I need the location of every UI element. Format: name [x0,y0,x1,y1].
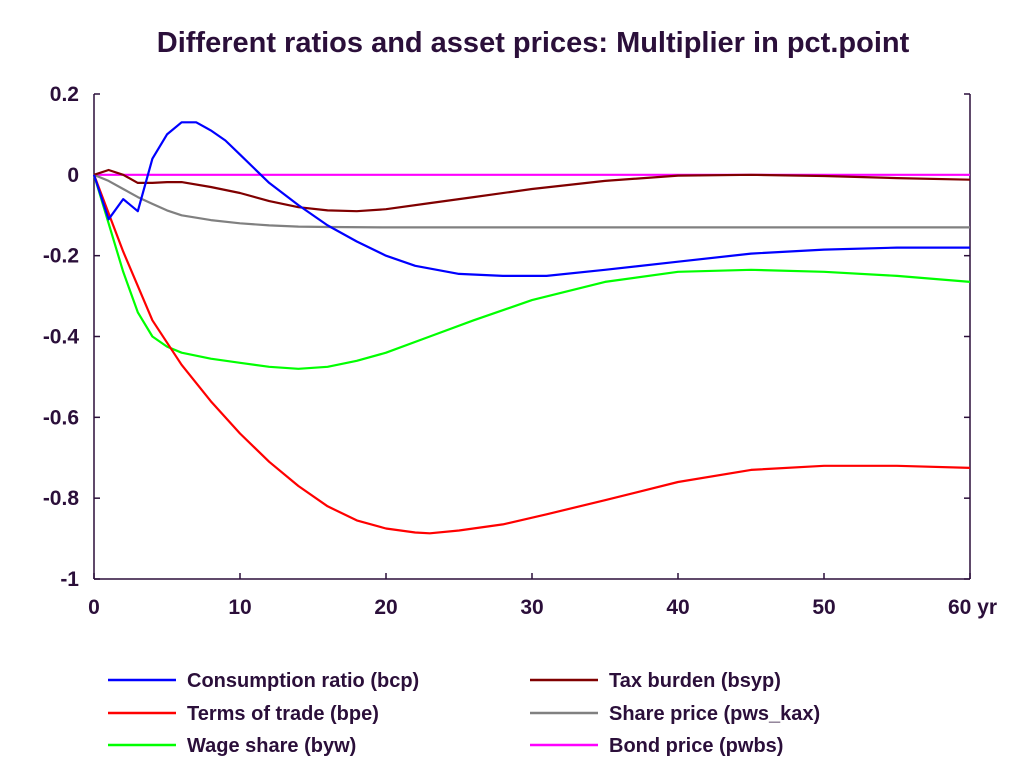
y-tick-label: -0.2 [43,245,79,268]
series-line-0 [92,121,970,277]
series-line-2 [92,174,971,370]
legend-label: Terms of trade (bpe) [187,703,379,725]
y-tick-label: -0.4 [43,326,80,349]
legend: Consumption ratio (bcp) Terms of trade (b… [108,670,820,757]
x-tick-label: 30 [520,596,543,619]
legend-label: Bond price (pwbs) [609,735,783,757]
series-line-1 [92,174,971,535]
y-tick-label: -1 [60,568,79,591]
x-tick-label: 20 [374,596,397,619]
axes: 0.2 0 -0.2 -0.4 -0.6 -0.8 -1 0 10 20 30 40 50 60 yr [43,83,997,619]
x-tick-label: 40 [666,596,689,619]
x-tick-label: 10 [228,596,251,619]
y-tick-label: 0 [67,164,79,187]
y-tick-label: 0.2 [50,83,79,106]
series-layer [92,121,971,535]
series-line-4 [93,173,970,229]
y-tick-label: -0.8 [43,487,80,510]
legend-label: Share price (pws_kax) [609,703,820,725]
chart-title: Different ratios and asset prices: Multi… [157,27,910,59]
legend-label: Wage share (byw) [187,735,356,757]
legend-label: Tax burden (bsyp) [609,670,781,692]
x-tick-label: 60 yr [948,596,997,619]
legend-label: Consumption ratio (bcp) [187,670,419,692]
y-tick-label: -0.6 [43,406,79,429]
x-tick-label: 0 [88,596,100,619]
series-line-3 [93,168,971,213]
x-tick-label: 50 [812,596,835,619]
